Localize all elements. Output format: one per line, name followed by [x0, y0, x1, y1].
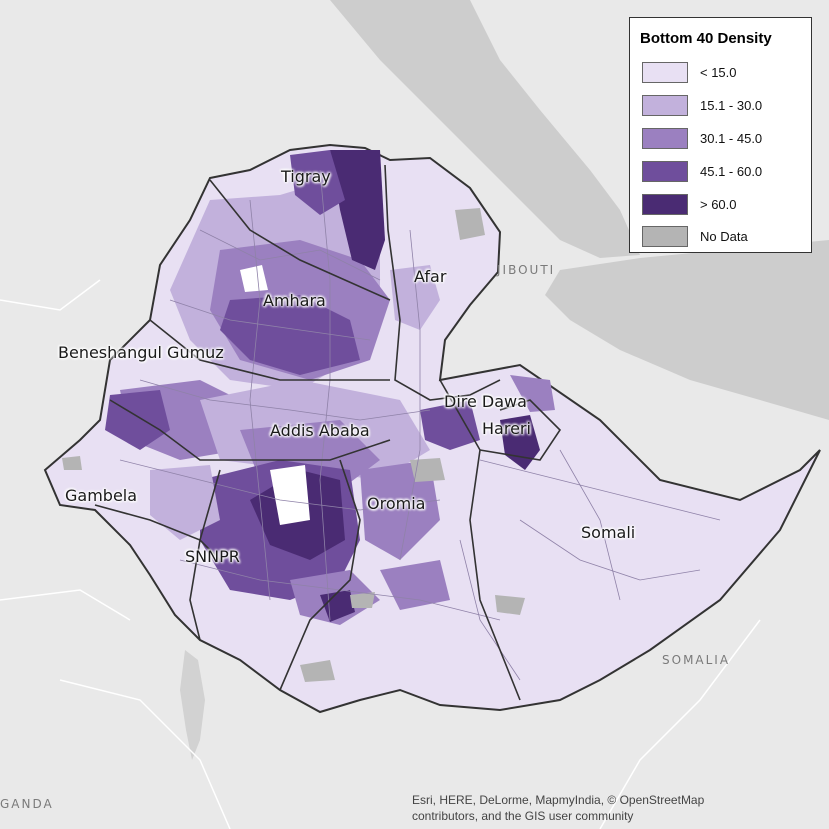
legend-swatch	[642, 161, 688, 182]
legend-item: 30.1 - 45.0	[642, 128, 807, 152]
lake-turkana	[180, 650, 205, 760]
legend-label: 30.1 - 45.0	[700, 131, 763, 146]
legend-swatch	[642, 128, 688, 149]
legend-swatch	[642, 194, 688, 215]
legend-item: 15.1 - 30.0	[642, 95, 807, 119]
legend-item: > 60.0	[642, 194, 807, 218]
legend-title: Bottom 40 Density	[640, 30, 772, 47]
red-sea	[330, 0, 640, 258]
legend-swatch	[642, 226, 688, 247]
region-label-snnpr: SNNPR	[185, 547, 240, 566]
region-boundaries	[94, 164, 562, 701]
legend-item: 45.1 - 60.0	[642, 161, 807, 185]
legend-label: No Data	[700, 229, 748, 244]
district-lines	[119, 169, 721, 681]
gulf-of-aden	[545, 240, 829, 420]
country-label-somalia: SOMALIA	[662, 653, 731, 667]
white-patches	[240, 265, 310, 525]
region-label-tigray: Tigray	[281, 167, 331, 186]
region-label-hareri: Hareri	[482, 419, 531, 438]
attribution-line-2: contributors, and the GIS user community	[412, 809, 634, 823]
legend-swatch	[642, 62, 688, 83]
legend-label: 15.1 - 30.0	[700, 98, 763, 113]
map-attribution: Esri, HERE, DeLorme, MapmyIndia, © OpenS…	[412, 792, 704, 824]
region-label-somali: Somali	[581, 523, 636, 542]
region-label-addis-ababa: Addis Ababa	[270, 421, 370, 440]
region-label-amhara: Amhara	[263, 291, 326, 310]
no-data-patches	[62, 208, 525, 682]
neighbor-borders	[0, 279, 761, 829]
legend-item: No Data	[642, 226, 807, 250]
legend-swatch	[642, 95, 688, 116]
country-label-uganda: GANDA	[0, 797, 54, 811]
attribution-line-1: Esri, HERE, DeLorme, MapmyIndia, © OpenS…	[412, 793, 705, 807]
country-label-djibouti: JIBOUTI	[497, 263, 556, 277]
region-label-oromia: Oromia	[367, 494, 426, 513]
region-label-afar: Afar	[414, 267, 447, 286]
legend-label: 45.1 - 60.0	[700, 164, 763, 179]
legend-label: < 15.0	[700, 65, 737, 80]
legend-item: < 15.0	[642, 62, 807, 86]
region-label-gambela: Gambela	[65, 486, 138, 505]
region-label-beneshangul-gumuz: Beneshangul Gumuz	[58, 343, 224, 362]
region-label-dire-dawa: Dire Dawa	[444, 392, 527, 411]
legend-label: > 60.0	[700, 197, 737, 212]
map-legend: Bottom 40 Density < 15.0 15.1 - 30.0 30.…	[629, 17, 812, 253]
